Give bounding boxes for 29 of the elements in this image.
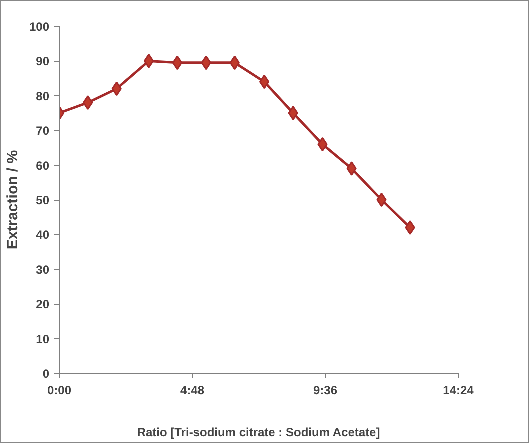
point xyxy=(82,96,94,110)
point xyxy=(230,56,240,70)
point xyxy=(346,162,357,176)
point xyxy=(405,220,416,236)
point xyxy=(172,56,183,70)
y-tick-label: 40 xyxy=(36,228,50,242)
x-tick-label: 4:48 xyxy=(180,384,205,398)
x-tick-label: 14:24 xyxy=(443,384,474,398)
point xyxy=(376,192,387,208)
x-axis-title: Ratio [Tri-sodium citrate : Sodium Acetate] xyxy=(137,426,380,440)
point xyxy=(318,137,328,152)
y-tick-label: 50 xyxy=(36,194,50,208)
y-tick-label: 70 xyxy=(36,124,50,138)
y-tick-label: 90 xyxy=(36,54,50,69)
y-tick-label: 100 xyxy=(29,20,50,34)
point xyxy=(201,56,212,70)
point xyxy=(112,82,122,96)
point xyxy=(288,106,298,120)
y-axis-title: Extraction / % xyxy=(4,150,22,250)
x-tick-label: 9:36 xyxy=(313,384,338,398)
y-tick-label: 60 xyxy=(36,158,50,173)
x-tick-label: 0:00 xyxy=(47,384,72,398)
point xyxy=(259,74,270,90)
y-tick-label: 0 xyxy=(42,367,50,381)
y-tick-label: 80 xyxy=(36,89,50,104)
y-tick-label: 30 xyxy=(36,262,50,277)
point xyxy=(144,54,154,68)
y-tick-label: 20 xyxy=(36,298,50,312)
y-tick-label: 10 xyxy=(36,332,50,346)
